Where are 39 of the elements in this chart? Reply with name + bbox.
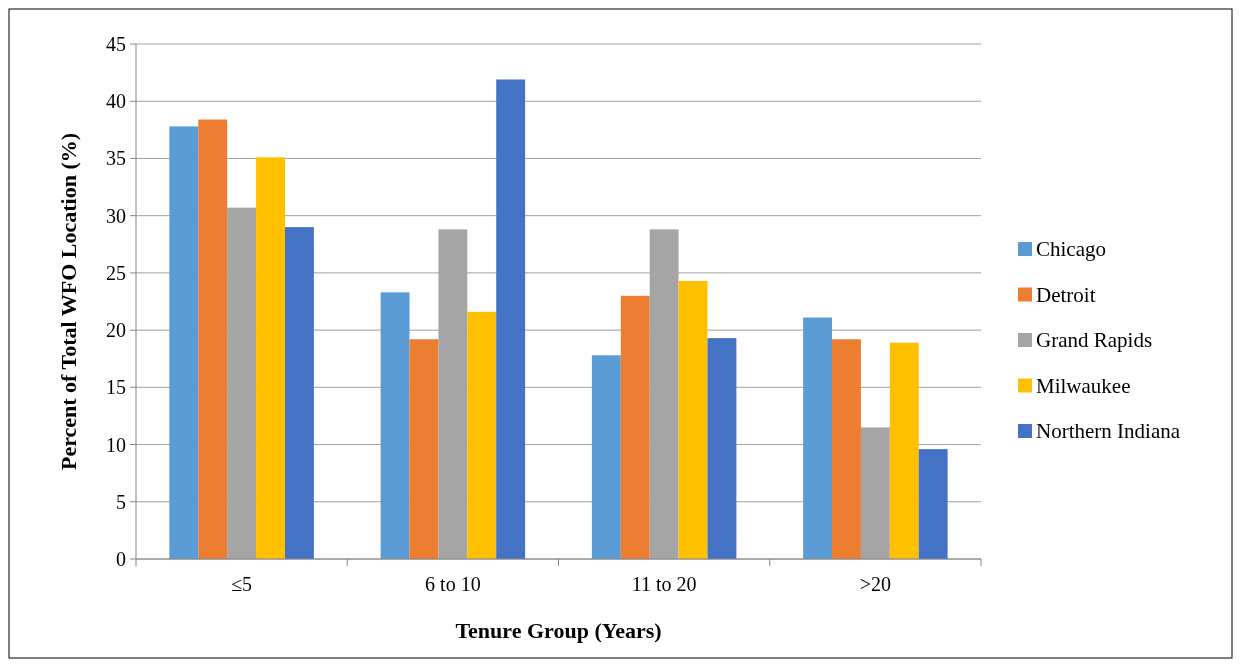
legend-label: Grand Rapids [1036, 328, 1153, 353]
bar [198, 119, 228, 559]
x-axis-title: Tenure Group (Years) [455, 618, 662, 643]
bar [284, 227, 314, 559]
y-tick-label: 20 [106, 319, 126, 342]
y-tick-label: 25 [106, 261, 126, 284]
bar [918, 449, 948, 559]
y-axis-title: Percent of Total WFO Location (%) [56, 132, 81, 471]
x-tick-label: 6 to 10 [425, 573, 481, 595]
legend-label: Chicago [1036, 237, 1106, 262]
y-tick-label: 35 [106, 147, 126, 170]
y-tick-label: 15 [106, 376, 126, 399]
bar [256, 157, 285, 559]
bar [803, 317, 833, 559]
bar [889, 342, 919, 559]
bar [860, 427, 890, 559]
bar [496, 79, 526, 559]
bar [227, 207, 257, 559]
bar [467, 311, 497, 559]
bar [620, 295, 650, 559]
legend-label: Milwaukee [1036, 373, 1131, 398]
x-tick-label: >20 [859, 573, 892, 595]
bar [409, 339, 439, 559]
bar [707, 338, 737, 559]
y-tick-label: 10 [106, 433, 126, 456]
legend-label: Northern Indiana [1036, 419, 1181, 444]
legend-label: Detroit [1036, 282, 1096, 307]
x-tick-label: ≤5 [231, 573, 253, 595]
y-tick-label: 0 [116, 548, 126, 570]
bar [832, 339, 861, 559]
bar [169, 126, 199, 559]
bar [591, 355, 621, 559]
x-tick-label: 11 to 20 [631, 573, 697, 595]
y-tick-label: 45 [106, 33, 126, 55]
y-tick-label: 30 [106, 204, 126, 227]
bar [678, 280, 708, 559]
bar [380, 292, 410, 559]
y-tick-label: 5 [116, 490, 126, 513]
y-tick-label: 40 [106, 90, 126, 113]
